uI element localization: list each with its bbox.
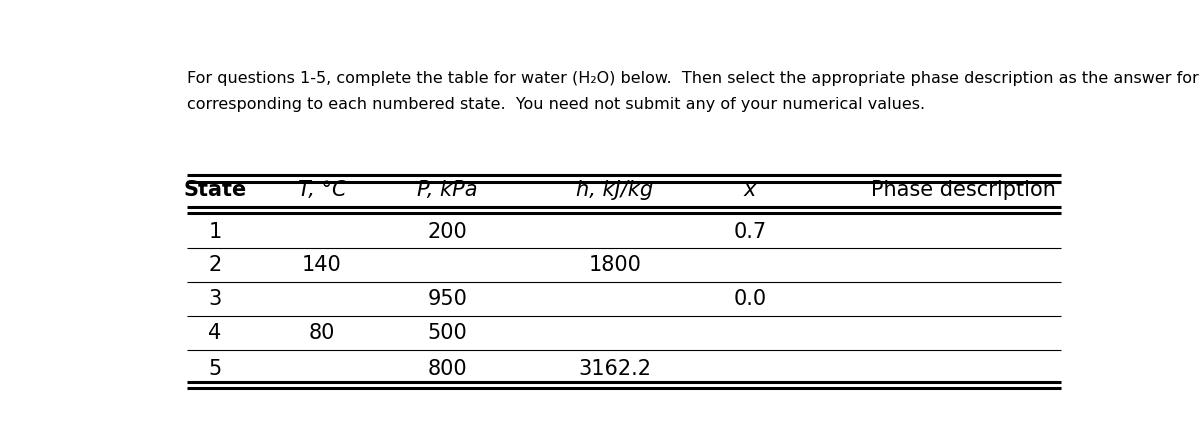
Text: 2: 2 xyxy=(209,255,222,275)
Text: State: State xyxy=(184,180,247,200)
Text: 1800: 1800 xyxy=(588,255,642,275)
Text: 4: 4 xyxy=(209,323,222,343)
Text: 3: 3 xyxy=(209,289,222,309)
Text: 80: 80 xyxy=(308,323,335,343)
Text: x: x xyxy=(744,180,756,200)
Text: 140: 140 xyxy=(302,255,342,275)
Text: 3162.2: 3162.2 xyxy=(578,359,652,378)
Text: 950: 950 xyxy=(427,289,468,309)
Text: 5: 5 xyxy=(209,359,222,378)
Text: 1: 1 xyxy=(209,222,222,242)
Text: P, kPa: P, kPa xyxy=(418,180,478,200)
Text: corresponding to each numbered state.  You need not submit any of your numerical: corresponding to each numbered state. Yo… xyxy=(187,97,925,112)
Text: Phase description: Phase description xyxy=(871,180,1056,200)
Text: 0.7: 0.7 xyxy=(733,222,767,242)
Text: 200: 200 xyxy=(427,222,468,242)
Text: For questions 1-5, complete the table for water (H₂O) below.  Then select the ap: For questions 1-5, complete the table fo… xyxy=(187,71,1200,86)
Text: T, °C: T, °C xyxy=(298,180,347,200)
Text: h, kJ/kg: h, kJ/kg xyxy=(576,180,654,200)
Text: 800: 800 xyxy=(427,359,468,378)
Text: 500: 500 xyxy=(427,323,468,343)
Text: 0.0: 0.0 xyxy=(733,289,767,309)
